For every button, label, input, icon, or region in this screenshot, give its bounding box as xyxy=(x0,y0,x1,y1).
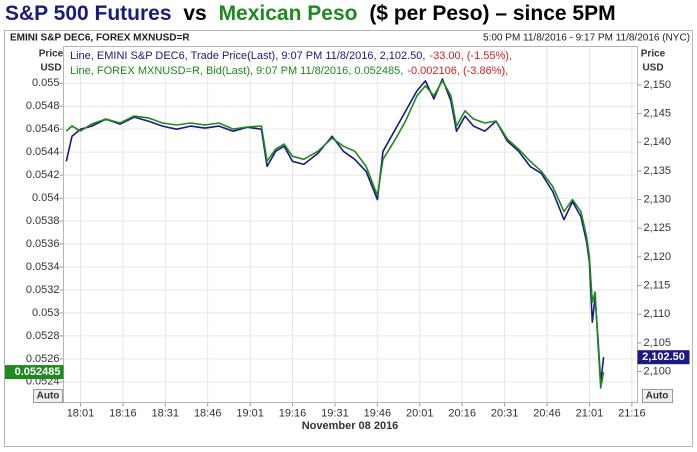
y2-tick-label: 2,135 xyxy=(644,165,672,177)
y2-tick-label: 2,110 xyxy=(644,308,671,320)
x-tick-label: 20:31 xyxy=(491,407,519,419)
y-tick-label: 0.0528 xyxy=(26,330,60,342)
grid xyxy=(63,46,638,403)
current-value-box xyxy=(637,350,690,365)
y-tick-label: 0.0538 xyxy=(26,215,60,227)
x-tick-label: 19:46 xyxy=(364,407,392,419)
header: EMINI S&P DEC6, FOREX MXNUSD=R xyxy=(10,33,190,44)
y-tick-label: 0.054 xyxy=(32,192,60,204)
legend-change: -33.00, (-1.55%), xyxy=(429,50,512,62)
y2-tick-label: 2,105 xyxy=(644,337,672,349)
chart-title: S&P 500 Futures vs Mexican Peso ($ per P… xyxy=(5,2,616,25)
title-part: vs xyxy=(183,2,206,25)
x-tick-label: 21:01 xyxy=(576,407,604,419)
y-tick-label: 0.0542 xyxy=(26,169,60,181)
series-line xyxy=(65,78,605,384)
y2-tick-label: 2,145 xyxy=(644,107,672,119)
x-tick-label: 18:01 xyxy=(67,407,95,419)
y2-tick-label: 2,140 xyxy=(644,136,672,148)
series-line xyxy=(65,79,605,389)
y2-tick-label: 2,150 xyxy=(644,79,672,91)
x-tick-label: 19:16 xyxy=(279,407,307,419)
y-tick-label: 0.055 xyxy=(32,77,60,89)
legend-name: Line, FOREX MXNUSD=R, Bid(Last), 9:07 PM… xyxy=(70,65,403,77)
y-tick-label: 0.0546 xyxy=(26,123,60,135)
auto-button[interactable] xyxy=(642,389,673,403)
auto-button[interactable] xyxy=(33,389,63,403)
title-part: ($ per Peso) – since 5PM xyxy=(369,2,615,25)
title-part: S&P 500 Futures xyxy=(5,2,172,25)
x-tick-label: 21:16 xyxy=(618,407,646,419)
plot-area xyxy=(63,46,638,403)
y2-tick-label: 2,115 xyxy=(644,279,671,291)
current-value-label: 2,102.50 xyxy=(642,351,685,363)
x-tick-label: 20:01 xyxy=(406,407,434,419)
y-tick-label: 0.0544 xyxy=(26,146,60,158)
y-axis-label: USD xyxy=(40,63,61,74)
auto-button-label[interactable]: Auto xyxy=(646,391,669,402)
legend-change: -0.002106, (-3.86%), xyxy=(407,65,508,77)
legend-name: Line, EMINI S&P DEC6, Trade Price(Last),… xyxy=(70,50,425,62)
y-tick-label: 0.0548 xyxy=(26,100,60,112)
y-tick-label: 0.053 xyxy=(32,307,60,319)
x-tick-label: 20:16 xyxy=(448,407,476,419)
y2-tick-label: 2,125 xyxy=(644,222,672,234)
x-tick-label: 19:31 xyxy=(321,407,349,419)
time-range: 5:00 PM 11/8/2016 - 9:17 PM 11/8/2016 (N… xyxy=(483,33,690,44)
x-tick-label: 18:16 xyxy=(109,407,137,419)
x-axis-label: November 08 2016 xyxy=(302,420,399,432)
y2-axis-label: USD xyxy=(642,63,663,74)
y2-tick-label: 2,120 xyxy=(644,251,672,263)
y-tick-label: 0.0536 xyxy=(26,238,60,250)
y-tick-label: 0.0532 xyxy=(26,284,60,296)
x-tick-label: 20:46 xyxy=(533,407,561,419)
current-value-label: 0.052485 xyxy=(15,366,61,378)
y2-axis-label: Price xyxy=(641,49,666,60)
legend-entry: Line, FOREX MXNUSD=R, Bid(Last), 9:07 PM… xyxy=(70,65,508,77)
legend-entry: Line, EMINI S&P DEC6, Trade Price(Last),… xyxy=(70,50,512,62)
auto-button-label[interactable]: Auto xyxy=(37,391,60,402)
current-value-box xyxy=(5,365,64,380)
x-tick-label: 18:31 xyxy=(152,407,180,419)
y-tick-label: 0.0526 xyxy=(26,353,60,365)
y-axis-label: Price xyxy=(39,49,64,60)
y2-tick-label: 2,130 xyxy=(644,193,672,205)
x-tick-label: 18:46 xyxy=(194,407,222,419)
y-tick-label: 0.0534 xyxy=(26,261,60,273)
title-part: Mexican Peso xyxy=(219,2,358,25)
y2-tick-label: 2,100 xyxy=(644,365,672,377)
x-tick-label: 19:01 xyxy=(236,407,264,419)
